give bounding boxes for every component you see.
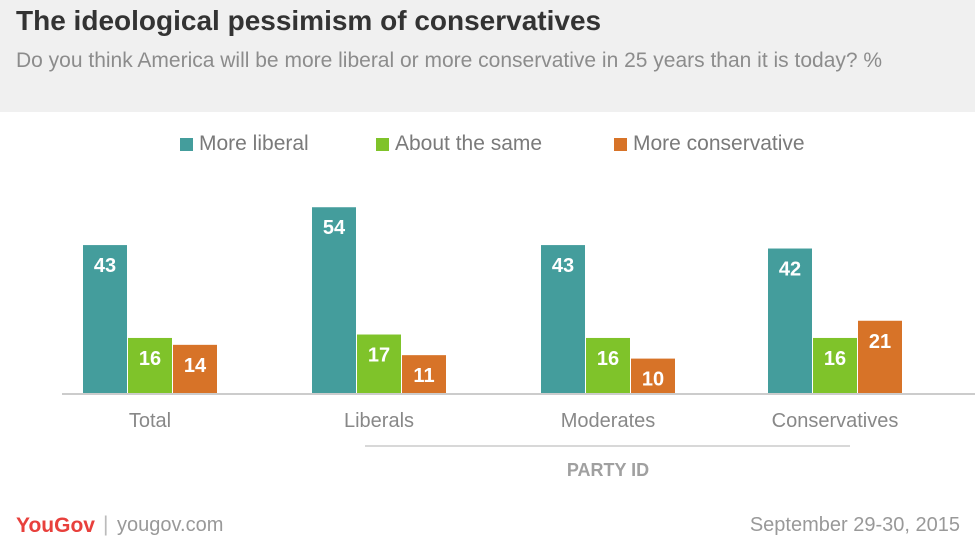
data-label-total-more-liberal: 43 [94, 255, 116, 277]
data-label-conservatives-about-the-same: 16 [824, 348, 846, 370]
data-label-total-about-the-same: 16 [139, 348, 161, 370]
data-label-conservatives-more-liberal: 42 [779, 259, 801, 281]
bar-liberals-about-the-same [357, 334, 401, 393]
bar-conservatives-more-conservative [858, 320, 902, 393]
chart-title: The ideological pessimism of conservativ… [16, 5, 602, 36]
legend-swatch-about-the-same [376, 137, 389, 151]
legend-label-about-the-same: About the same [395, 132, 543, 155]
legend-item-about-the-same: About the same [376, 131, 542, 157]
data-label-moderates-more-liberal: 43 [552, 255, 574, 277]
bar-total-more-liberal [83, 245, 127, 393]
chart-subtitle: Do you think America will be more libera… [16, 49, 883, 72]
footer-date: September 29-30, 2015 [749, 514, 960, 536]
bar-conservatives-about-the-same [813, 337, 857, 393]
bar-liberals-more-liberal [312, 207, 356, 393]
legend-item-more-conservative: More conservative [614, 131, 805, 157]
data-label-liberals-more-conservative: 11 [413, 365, 434, 387]
bar-moderates-more-conservative [631, 358, 675, 393]
category-label-liberals: Liberals [344, 410, 414, 432]
bar-liberals-more-conservative [402, 355, 446, 393]
category-label-moderates: Moderates [561, 410, 656, 432]
bar-moderates-about-the-same [586, 337, 630, 393]
legend-item-more-liberal: More liberal [180, 131, 309, 157]
category-label-conservatives: Conservatives [772, 410, 899, 432]
data-label-total-more-conservative: 14 [184, 355, 207, 377]
data-label-conservatives-more-conservative: 21 [869, 331, 891, 353]
data-label-moderates-more-conservative: 10 [642, 369, 664, 391]
legend-label-more-liberal: More liberal [199, 132, 309, 155]
legend-label-more-conservative: More conservative [633, 132, 805, 155]
legend-swatch-more-liberal [180, 137, 193, 151]
data-label-liberals-about-the-same: 17 [368, 345, 390, 367]
bar-total-more-conservative [173, 344, 217, 393]
footer-url[interactable]: yougov.com [117, 514, 224, 536]
bar-conservatives-more-liberal [768, 248, 812, 393]
category-label-total: Total [129, 410, 171, 432]
bar-total-about-the-same [128, 337, 172, 393]
bar-moderates-more-liberal [541, 245, 585, 393]
data-label-liberals-more-liberal: 54 [323, 217, 346, 239]
footer-separator: | [103, 513, 109, 536]
yougov-logo: YouGov [16, 514, 95, 537]
party-id-group-label: PARTY ID [567, 460, 649, 480]
data-label-moderates-about-the-same: 16 [597, 348, 619, 370]
legend-swatch-more-conservative [614, 137, 627, 151]
header-band: The ideological pessimism of conservativ… [0, 0, 975, 112]
